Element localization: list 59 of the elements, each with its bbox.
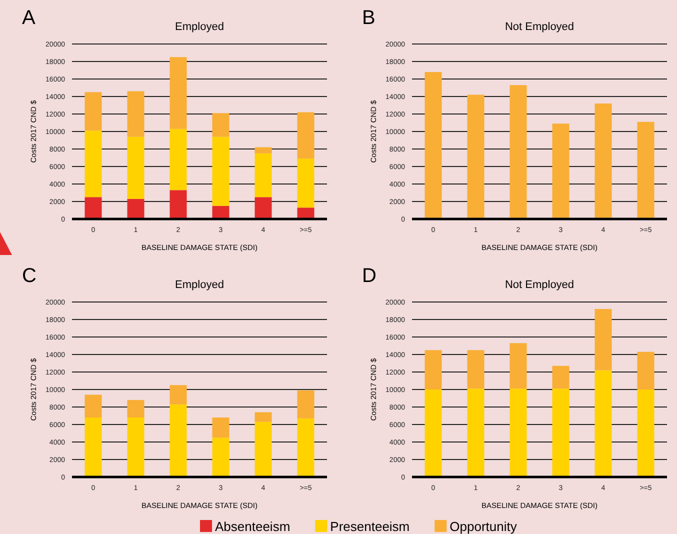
- text: A: [22, 7, 36, 29]
- bar: [170, 385, 187, 404]
- bar: [510, 343, 527, 389]
- bar: [212, 438, 230, 477]
- text: C: [22, 265, 36, 287]
- bar: [254, 422, 272, 477]
- bar: [170, 57, 187, 129]
- bar: [637, 390, 654, 477]
- bar: [212, 136, 230, 206]
- legend-label: Absenteeism: [215, 519, 290, 534]
- bar: [297, 158, 314, 208]
- bar: [84, 197, 102, 219]
- bar: [552, 366, 570, 389]
- bar: [637, 122, 654, 219]
- bar: [212, 113, 230, 137]
- bar: [552, 124, 570, 219]
- legend-label: Opportunity: [450, 519, 518, 534]
- bar: [467, 350, 484, 389]
- bar: [127, 418, 144, 477]
- chart-title: Not Employed: [504, 279, 574, 291]
- bar: [212, 418, 230, 438]
- bar: [127, 400, 144, 418]
- bar: [170, 128, 187, 190]
- bar: [254, 412, 272, 422]
- bar: [467, 94, 484, 219]
- bar: [297, 418, 314, 477]
- bar: [170, 404, 187, 477]
- bar: [297, 390, 314, 418]
- bar: [297, 208, 314, 219]
- bar: [84, 394, 102, 418]
- bar: [127, 136, 144, 199]
- bar: [594, 104, 612, 219]
- bar: [424, 350, 442, 390]
- bar: [424, 390, 442, 477]
- bar: [552, 388, 570, 477]
- chart-title: Employed: [175, 21, 224, 33]
- text: B: [362, 7, 376, 29]
- chart-title: Employed: [175, 279, 224, 291]
- chart-title: Not Employed: [504, 21, 574, 33]
- bar: [127, 198, 144, 219]
- bar: [297, 112, 314, 159]
- text: D: [362, 265, 376, 287]
- bar: [510, 388, 527, 477]
- bar: [467, 388, 484, 477]
- bar: [254, 197, 272, 219]
- bar: [170, 190, 187, 219]
- bar: [637, 352, 654, 390]
- bar: [127, 91, 144, 137]
- bar: [84, 418, 102, 477]
- bar: [594, 370, 612, 477]
- bar: [84, 92, 102, 131]
- bar: [424, 72, 442, 219]
- bar: [510, 85, 527, 219]
- bar: [254, 147, 272, 154]
- legend-label: Presenteeism: [330, 519, 410, 534]
- bar: [84, 130, 102, 198]
- bar: [254, 153, 272, 198]
- bar: [594, 309, 612, 370]
- bar: [212, 206, 230, 219]
